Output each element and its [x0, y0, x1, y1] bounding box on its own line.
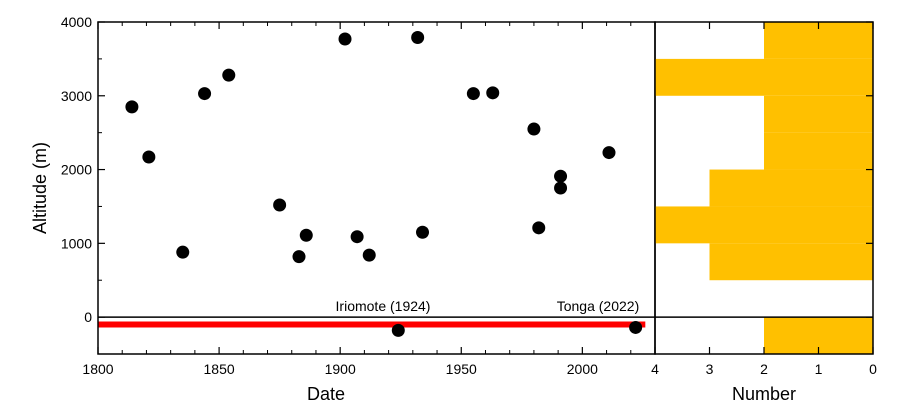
histogram-bar — [764, 132, 873, 170]
y-tick-label: 3000 — [61, 88, 92, 104]
y-tick-label: 4000 — [61, 14, 92, 30]
x-tick-label: 1850 — [204, 361, 235, 377]
scatter-panel: 1800 1850 1900 1950 2000 0 1000 2000 3000 4000 Da… — [30, 14, 656, 404]
histogram-x-axis-label: Number — [732, 384, 796, 404]
data-point — [416, 225, 430, 239]
data-point — [142, 150, 156, 164]
histogram-bar — [655, 58, 873, 96]
data-point — [338, 32, 352, 46]
data-point — [486, 86, 500, 100]
data-point — [411, 30, 425, 44]
histogram-x-tick-label: 1 — [815, 361, 823, 377]
y-tick-label: 2000 — [61, 162, 92, 178]
x-tick-label: 1950 — [446, 361, 477, 377]
data-point — [391, 323, 405, 337]
histogram-frame — [654, 21, 874, 355]
histogram-panel: 4 3 2 1 0 Number — [651, 21, 877, 404]
data-point — [222, 68, 236, 82]
x-tick-label: 1800 — [82, 361, 113, 377]
data-point — [602, 146, 616, 160]
data-point — [629, 320, 643, 334]
x-tick-label: 2000 — [567, 361, 598, 377]
histogram-bar — [655, 206, 873, 244]
histogram-bar — [709, 169, 873, 207]
data-point — [176, 245, 190, 259]
histogram-plot-area: 4 3 2 1 0 — [651, 21, 877, 377]
histogram-x-tick-label: 2 — [760, 361, 768, 377]
histogram-x-tick-label: 0 — [869, 361, 877, 377]
histogram-x-tick-label: 3 — [706, 361, 714, 377]
y-tick-label: 0 — [84, 309, 92, 325]
histogram-bar — [764, 95, 873, 133]
scatter-plot-area: 1800 1850 1900 1950 2000 0 1000 2000 3000 4000 — [61, 14, 656, 377]
data-point — [466, 87, 480, 101]
data-point — [350, 230, 364, 244]
data-point — [554, 169, 568, 183]
y-axis-label: Altitude (m) — [30, 142, 50, 234]
x-axis-label: Date — [307, 384, 345, 404]
data-point — [362, 248, 376, 262]
data-point — [198, 87, 212, 101]
data-point — [554, 181, 568, 195]
data-point — [125, 100, 139, 114]
data-point — [292, 250, 306, 264]
annotation-iriomote: Iriomote (1924) — [336, 298, 431, 314]
annotation-tonga: Tonga (2022) — [557, 298, 640, 314]
histogram-bar — [709, 243, 873, 281]
histogram-x-tick-label: 4 — [651, 361, 659, 377]
data-point — [527, 122, 541, 136]
data-point — [532, 221, 546, 235]
y-tick-label: 1000 — [61, 235, 92, 251]
data-point — [299, 228, 313, 242]
data-point — [273, 198, 287, 212]
x-tick-label: 1900 — [325, 361, 356, 377]
